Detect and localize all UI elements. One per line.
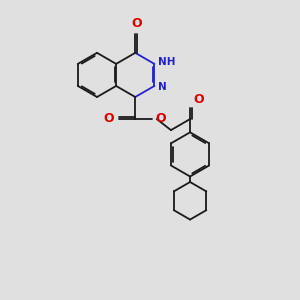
Text: O: O <box>194 93 204 106</box>
Text: O: O <box>103 112 114 125</box>
Text: O: O <box>131 17 142 30</box>
Text: N: N <box>158 82 167 92</box>
Text: O: O <box>155 112 166 125</box>
Text: NH: NH <box>158 57 176 67</box>
